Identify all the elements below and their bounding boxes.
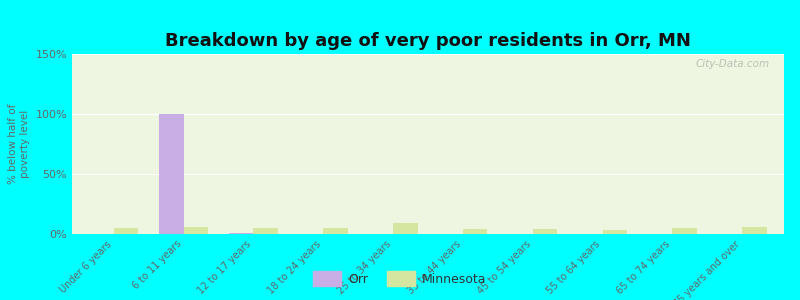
- Bar: [114, 228, 138, 234]
- Bar: [533, 229, 557, 234]
- Bar: [184, 227, 208, 234]
- Title: Breakdown by age of very poor residents in Orr, MN: Breakdown by age of very poor residents …: [165, 32, 691, 50]
- Bar: [742, 227, 766, 234]
- Bar: [323, 228, 348, 234]
- Bar: [229, 233, 254, 234]
- Y-axis label: % below half of
poverty level: % below half of poverty level: [8, 104, 30, 184]
- Bar: [159, 114, 184, 234]
- Bar: [463, 229, 487, 234]
- Bar: [254, 228, 278, 234]
- Legend: Orr, Minnesota: Orr, Minnesota: [309, 266, 491, 291]
- Text: City-Data.com: City-Data.com: [696, 59, 770, 69]
- Bar: [672, 228, 697, 234]
- Bar: [602, 230, 627, 234]
- Bar: [393, 223, 418, 234]
